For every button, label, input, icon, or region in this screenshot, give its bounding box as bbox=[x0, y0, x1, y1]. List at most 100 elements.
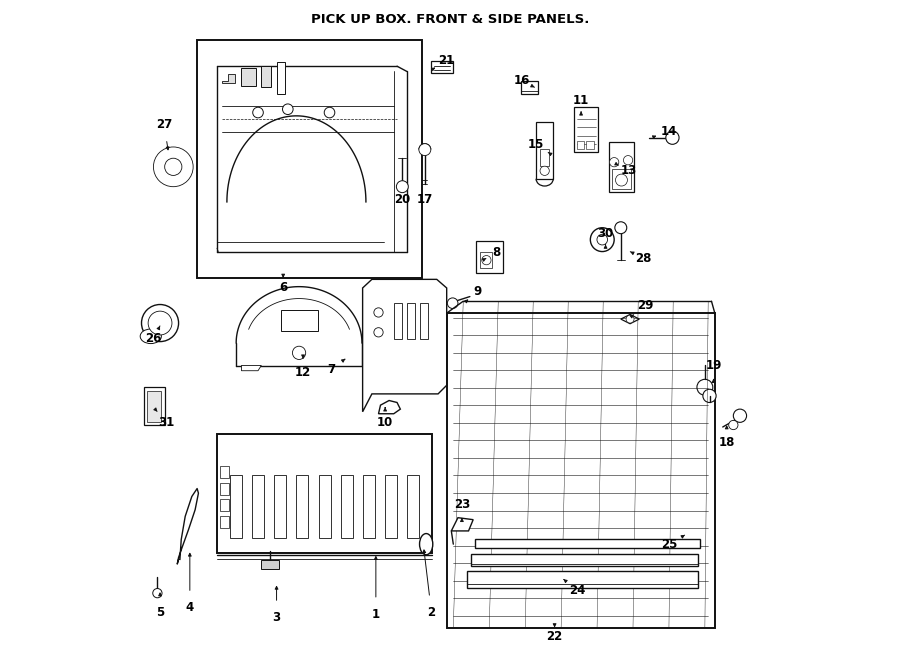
Text: 13: 13 bbox=[621, 164, 637, 177]
Bar bbox=[220, 499, 229, 511]
Text: 29: 29 bbox=[637, 299, 653, 312]
Circle shape bbox=[165, 158, 182, 175]
Bar bbox=[466, 571, 698, 588]
Text: 25: 25 bbox=[662, 538, 678, 551]
Bar bbox=[574, 107, 598, 152]
Bar bbox=[407, 475, 418, 538]
Bar bbox=[521, 81, 538, 94]
Text: 19: 19 bbox=[706, 359, 722, 372]
Bar bbox=[540, 149, 549, 166]
Circle shape bbox=[396, 181, 409, 193]
Text: 10: 10 bbox=[377, 416, 393, 429]
Bar bbox=[587, 141, 594, 149]
Text: 14: 14 bbox=[661, 124, 677, 138]
Text: 20: 20 bbox=[394, 193, 410, 207]
Bar bbox=[420, 303, 428, 339]
Bar bbox=[612, 169, 631, 189]
Bar bbox=[220, 466, 229, 478]
Bar bbox=[261, 560, 278, 569]
Bar bbox=[281, 310, 318, 331]
Polygon shape bbox=[621, 314, 639, 324]
Text: 8: 8 bbox=[492, 246, 500, 260]
Bar bbox=[476, 241, 503, 273]
Polygon shape bbox=[379, 401, 400, 414]
Bar bbox=[431, 61, 453, 73]
Circle shape bbox=[616, 174, 627, 186]
Bar bbox=[230, 475, 242, 538]
Bar bbox=[147, 391, 161, 422]
Bar bbox=[393, 303, 401, 339]
Bar bbox=[220, 483, 229, 495]
Polygon shape bbox=[363, 279, 446, 412]
Bar bbox=[217, 434, 432, 553]
Circle shape bbox=[158, 152, 188, 181]
Circle shape bbox=[703, 389, 716, 402]
Circle shape bbox=[447, 298, 458, 308]
Circle shape bbox=[624, 156, 633, 165]
Text: 2: 2 bbox=[428, 606, 436, 619]
Circle shape bbox=[141, 305, 178, 342]
Text: 7: 7 bbox=[327, 363, 335, 376]
Bar bbox=[296, 475, 309, 538]
Text: 9: 9 bbox=[473, 285, 482, 298]
Bar bbox=[472, 554, 698, 566]
Text: 4: 4 bbox=[185, 601, 194, 614]
Circle shape bbox=[283, 104, 293, 115]
Circle shape bbox=[734, 409, 747, 422]
Circle shape bbox=[374, 308, 383, 317]
Text: 31: 31 bbox=[158, 416, 175, 429]
Circle shape bbox=[597, 234, 608, 245]
Circle shape bbox=[609, 158, 619, 167]
Bar bbox=[475, 539, 700, 548]
Circle shape bbox=[666, 131, 680, 144]
Circle shape bbox=[374, 328, 383, 337]
Bar bbox=[220, 516, 229, 528]
Text: 26: 26 bbox=[145, 332, 162, 346]
Polygon shape bbox=[241, 365, 261, 371]
Bar bbox=[609, 142, 634, 192]
Circle shape bbox=[292, 346, 306, 359]
Circle shape bbox=[148, 311, 172, 335]
Bar bbox=[481, 252, 492, 268]
Text: 18: 18 bbox=[718, 436, 735, 449]
Circle shape bbox=[153, 589, 162, 598]
Text: 28: 28 bbox=[635, 252, 652, 265]
Circle shape bbox=[418, 144, 431, 156]
Circle shape bbox=[615, 222, 626, 234]
Bar bbox=[577, 141, 584, 149]
Text: 21: 21 bbox=[438, 54, 454, 68]
Text: 12: 12 bbox=[295, 365, 311, 379]
Bar bbox=[197, 40, 422, 278]
Text: 17: 17 bbox=[417, 193, 433, 207]
Text: 15: 15 bbox=[528, 138, 544, 151]
Text: 22: 22 bbox=[546, 630, 562, 643]
Circle shape bbox=[482, 256, 491, 265]
Bar bbox=[341, 475, 353, 538]
Bar bbox=[261, 66, 271, 87]
Bar bbox=[241, 68, 256, 86]
Text: 24: 24 bbox=[569, 584, 585, 597]
Bar bbox=[144, 387, 166, 425]
Circle shape bbox=[253, 107, 264, 118]
Bar bbox=[407, 303, 415, 339]
Circle shape bbox=[729, 420, 738, 430]
Bar bbox=[252, 475, 265, 538]
Text: 6: 6 bbox=[279, 281, 287, 295]
Bar bbox=[536, 122, 554, 179]
Text: 27: 27 bbox=[156, 118, 172, 131]
Bar bbox=[385, 475, 397, 538]
Polygon shape bbox=[221, 74, 235, 83]
Bar bbox=[276, 62, 284, 94]
Text: 3: 3 bbox=[273, 611, 281, 624]
Bar bbox=[319, 475, 330, 538]
Text: PICK UP BOX. FRONT & SIDE PANELS.: PICK UP BOX. FRONT & SIDE PANELS. bbox=[310, 13, 590, 26]
Polygon shape bbox=[451, 518, 473, 531]
Circle shape bbox=[324, 107, 335, 118]
Bar bbox=[363, 475, 374, 538]
Bar bbox=[446, 313, 715, 628]
Text: 30: 30 bbox=[598, 226, 614, 240]
Circle shape bbox=[540, 166, 549, 175]
Text: 11: 11 bbox=[573, 94, 590, 107]
Bar bbox=[274, 475, 286, 538]
Circle shape bbox=[626, 315, 634, 323]
